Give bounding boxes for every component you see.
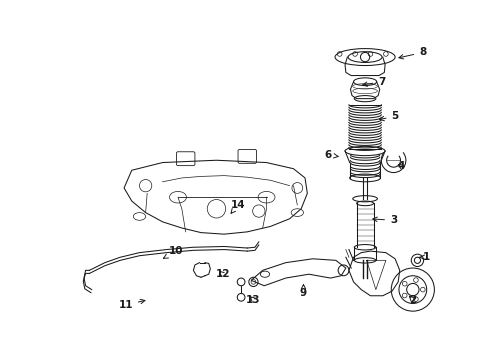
- Text: 1: 1: [420, 252, 430, 262]
- Text: 13: 13: [246, 294, 261, 305]
- Text: 3: 3: [373, 215, 397, 225]
- Text: 9: 9: [300, 284, 307, 298]
- Text: 6: 6: [324, 150, 338, 160]
- Text: 11: 11: [119, 299, 145, 310]
- Text: 10: 10: [164, 246, 184, 258]
- Text: 2: 2: [409, 294, 416, 305]
- Text: 7: 7: [363, 77, 386, 87]
- Text: 12: 12: [216, 269, 230, 279]
- Text: 8: 8: [399, 48, 426, 59]
- Text: 4: 4: [397, 161, 405, 171]
- Text: 5: 5: [380, 111, 399, 121]
- Text: 14: 14: [231, 200, 245, 213]
